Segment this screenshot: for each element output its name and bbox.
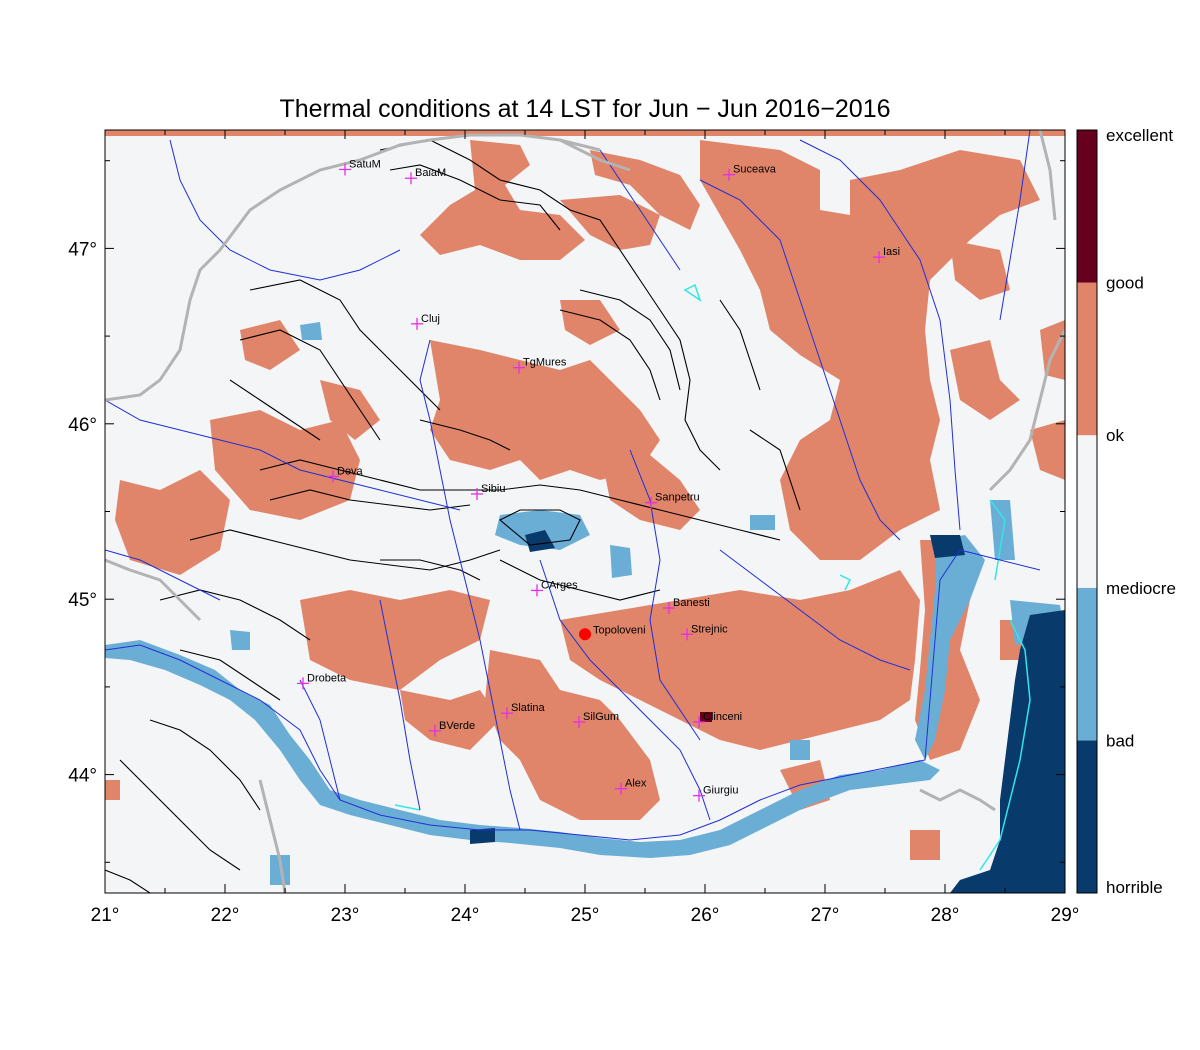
city: Deva: [327, 465, 364, 483]
legend-label: excellent: [1106, 126, 1173, 145]
legend-swatch: [1077, 435, 1097, 588]
lat-tick-label: 47°: [68, 239, 97, 260]
lon-tick-label: 26°: [691, 905, 720, 926]
city-label: Strejnic: [691, 623, 728, 635]
lat-tick-label: 45°: [68, 590, 97, 611]
lat-tick-label: 44°: [68, 766, 97, 787]
legend-label: mediocre: [1106, 579, 1176, 598]
rivers: [105, 130, 1041, 841]
legend-label: bad: [1106, 731, 1134, 750]
city-label: Slatina: [511, 702, 546, 714]
chart-title: Thermal conditions at 14 LST for Jun − J…: [279, 95, 890, 123]
legend-label: good: [1106, 274, 1144, 293]
legend-label: ok: [1106, 426, 1124, 445]
city-label: Drobeta: [307, 672, 347, 684]
lon-tick-label: 28°: [931, 905, 960, 926]
lon-tick-label: 29°: [1051, 905, 1080, 926]
city: Sanpetru: [645, 492, 700, 509]
city: Iasi: [873, 246, 900, 264]
city: TgMures: [513, 357, 567, 374]
legend-colorbar: excellent good ok mediocre bad horrible: [1076, 126, 1176, 897]
latitude-labels: 44° 45° 46° 47°: [68, 239, 97, 786]
city-label: Cluj: [421, 313, 440, 325]
city: CArges: [531, 579, 578, 597]
city: Banesti: [663, 597, 710, 614]
borders: [105, 130, 1065, 893]
city-label: Alex: [625, 778, 647, 790]
lon-tick-label: 25°: [571, 905, 600, 926]
point-marker: [579, 628, 591, 641]
city-label: SilGum: [583, 711, 619, 723]
excellent-spot: [700, 712, 712, 722]
city-label: Sibiu: [481, 483, 505, 495]
city-label: Sanpetru: [655, 492, 700, 504]
legend-frame: [1076, 129, 1098, 894]
city-label: Iasi: [883, 246, 900, 258]
city: Slatina: [501, 702, 546, 720]
cities: SatuM BaiaM Suceava Iasi Cluj TgMures Deva Sibi…: [297, 158, 900, 802]
city-label: BaiaM: [415, 167, 446, 179]
city: Clinceni: [693, 711, 742, 728]
city-label: Suceava: [733, 164, 777, 176]
city-label: Banesti: [673, 597, 710, 609]
city: Strejnic: [681, 623, 728, 641]
city: Suceava: [723, 164, 777, 181]
city: BVerde: [429, 720, 475, 737]
city: Drobeta: [297, 672, 347, 690]
legend-swatch: [1077, 740, 1097, 893]
good-regions: [105, 130, 1065, 860]
lon-tick-label: 22°: [211, 905, 240, 926]
legend-swatch: [1077, 130, 1097, 283]
city: Giurgiu: [693, 785, 738, 802]
legend-label: horrible: [1106, 878, 1163, 897]
lon-tick-label: 27°: [811, 905, 840, 926]
lon-tick-label: 21°: [91, 905, 120, 926]
point-of-interest: Topoloveni: [579, 624, 646, 641]
city-label: CArges: [541, 579, 578, 591]
city: SilGum: [573, 711, 619, 728]
city-label: Clinceni: [703, 711, 742, 723]
plot-area: [105, 130, 1065, 893]
legend-swatch: [1077, 587, 1097, 741]
axis-ticks: [104, 130, 1066, 893]
bad-regions: [470, 530, 1065, 893]
point-label: Topoloveni: [593, 624, 646, 636]
city-label: BVerde: [439, 720, 475, 732]
city: SatuM: [339, 158, 381, 176]
city-label: Giurgiu: [703, 785, 738, 797]
city: Sibiu: [471, 483, 505, 500]
city: Alex: [615, 778, 647, 795]
elevation-contours: [105, 139, 801, 893]
lat-tick-label: 46°: [68, 415, 97, 436]
lon-tick-label: 23°: [331, 905, 360, 926]
lon-tick-label: 24°: [451, 905, 480, 926]
city-label: SatuM: [349, 158, 381, 170]
city: BaiaM: [405, 167, 446, 185]
legend-swatch: [1077, 282, 1097, 436]
city-label: TgMures: [523, 357, 567, 369]
city: Cluj: [411, 313, 440, 330]
city-label: Deva: [337, 465, 364, 477]
lakes: [394, 283, 1031, 871]
longitude-labels: 21° 22° 23° 24° 25° 26° 27° 28° 29°: [91, 905, 1080, 926]
